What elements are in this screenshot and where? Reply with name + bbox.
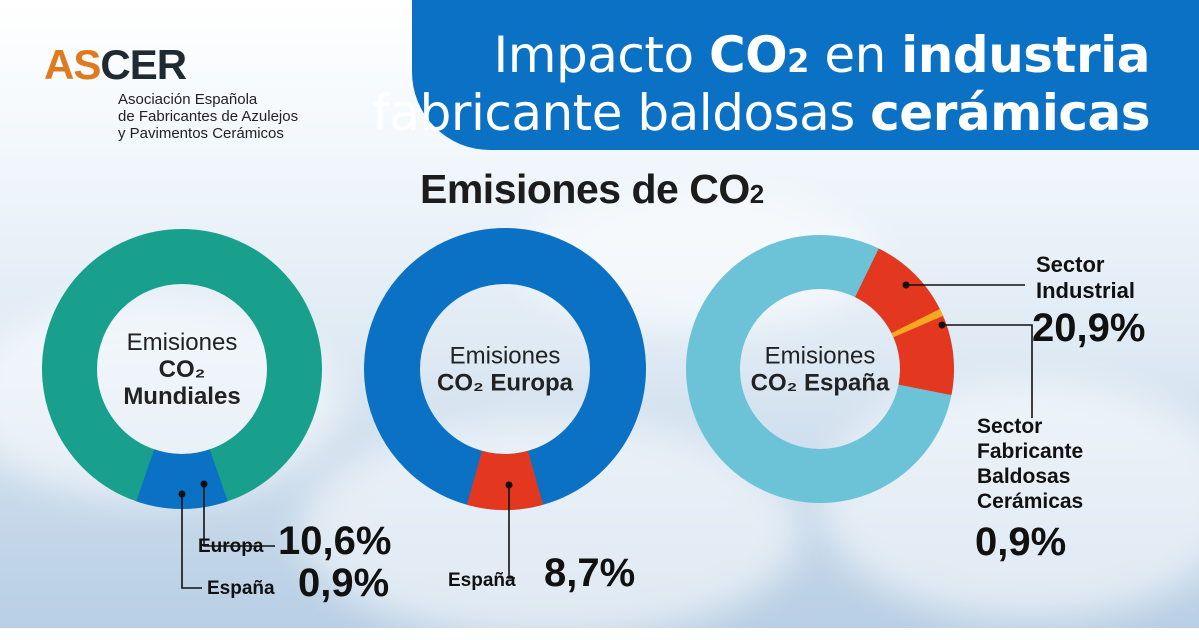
chart-title-text: Emisiones de CO bbox=[420, 166, 750, 212]
spain-label-industrial-1: Sector bbox=[1036, 252, 1105, 277]
world-leader-espana bbox=[181, 494, 202, 589]
europe-leader-espana bbox=[508, 485, 515, 579]
world-leader-europa bbox=[203, 484, 275, 547]
spain-center-line-2: CO₂ España bbox=[751, 370, 890, 397]
world-center-line-2: CO₂ bbox=[159, 356, 206, 383]
spain-leader-ceramic bbox=[942, 324, 1033, 418]
title-banner: Impacto CO2 en industria fabricante bald… bbox=[372, 0, 1199, 150]
europe-center-line-2: CO₂ Europa bbox=[437, 370, 574, 397]
title-words-fabricante: fabricante baldosas bbox=[372, 84, 871, 142]
spain-label-ceramic-1: Sector bbox=[977, 415, 1042, 438]
title-line-1: Impacto CO2 en industria bbox=[493, 26, 1151, 84]
world-label-europa: Europa bbox=[198, 536, 264, 557]
spain-label-industrial-2: Industrial bbox=[1036, 278, 1135, 303]
title-word-ceramicas: cerámicas bbox=[870, 84, 1150, 142]
ascer-logo: ASCER bbox=[44, 41, 187, 88]
world-center-line-1: Emisiones bbox=[127, 329, 238, 356]
world-slice-europa bbox=[136, 449, 228, 509]
spain-center-line-1: Emisiones bbox=[765, 343, 876, 370]
europe-slice-espana bbox=[466, 450, 544, 510]
spain-value-ceramic: 0,9% bbox=[975, 520, 1066, 564]
title-line-2: fabricante baldosas cerámicas bbox=[372, 84, 1150, 142]
spain-slice-ceramic bbox=[891, 308, 943, 338]
europe-label-espana: España bbox=[448, 570, 516, 591]
logo-subtitle-3: y Pavimentos Cerámicos bbox=[118, 125, 284, 142]
title-word-en: en bbox=[808, 26, 902, 84]
logo-subtitle-2: de Fabricantes de Azulejos bbox=[118, 108, 299, 125]
world-label-espana: España bbox=[207, 578, 275, 599]
spain-label-ceramic-2: Fabricante bbox=[977, 440, 1083, 463]
chart-title: Emisiones de CO2 bbox=[420, 166, 764, 213]
spain-slice-industrial bbox=[855, 248, 955, 396]
spain-label-ceramic-4: Cerámicas bbox=[977, 490, 1083, 513]
title-subscript-2: 2 bbox=[787, 42, 809, 80]
world-center-line-3: Mundiales bbox=[123, 383, 240, 410]
world-value-europa: 10,6% bbox=[278, 519, 391, 563]
title-word-industria: industria bbox=[901, 26, 1150, 84]
spain-label-ceramic-3: Baldosas bbox=[977, 465, 1070, 488]
title-word-impacto: Impacto bbox=[493, 26, 709, 84]
europe-value-espana: 8,7% bbox=[544, 551, 635, 595]
logo-cer: CER bbox=[100, 41, 187, 88]
spain-value-industrial: 20,9% bbox=[1032, 306, 1145, 350]
world-value-espana: 0,9% bbox=[298, 561, 389, 605]
logo-subtitle-1: Asociación Española bbox=[118, 91, 258, 108]
title-word-co: CO bbox=[708, 26, 788, 84]
chart-title-subscript: 2 bbox=[749, 179, 764, 209]
logo-as: AS bbox=[44, 41, 101, 88]
europe-center-line-1: Emisiones bbox=[450, 343, 561, 370]
